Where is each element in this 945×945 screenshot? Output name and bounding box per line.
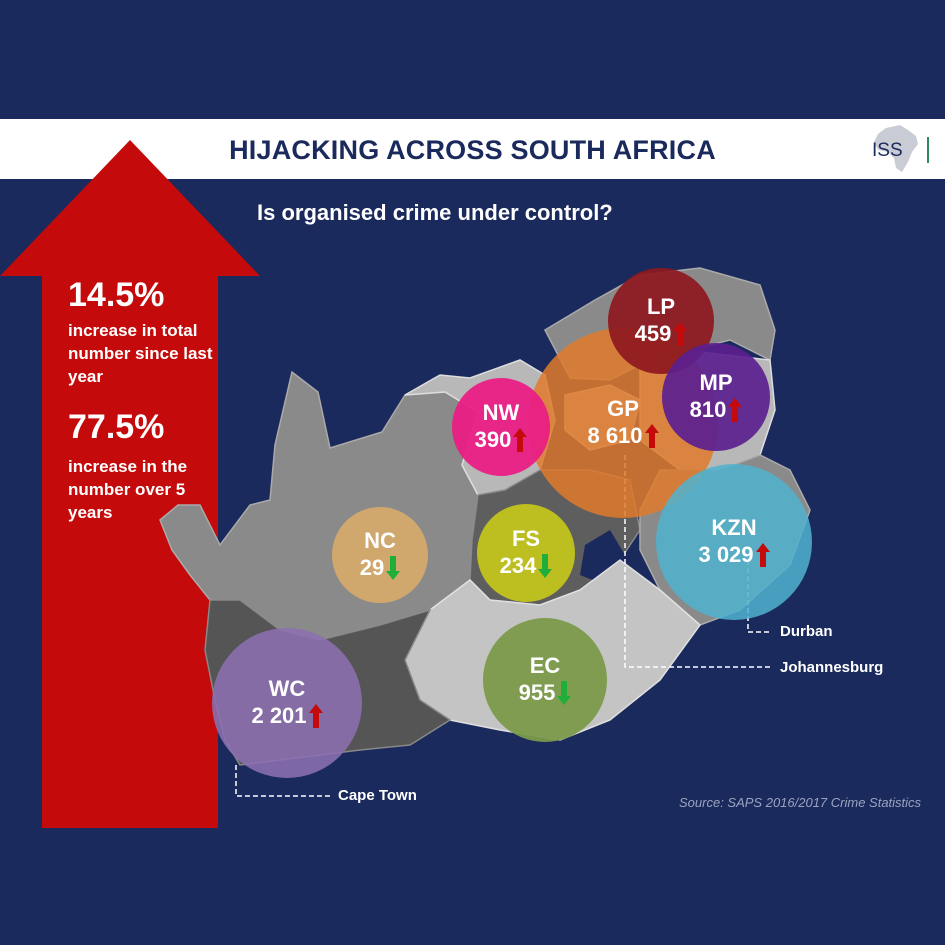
nw-value: 390 [474, 427, 512, 452]
fs-value: 234 [499, 553, 537, 578]
logo-text: ISS [872, 140, 903, 161]
arrow-down-icon [557, 681, 572, 705]
bubble-wc: WC 2 201 [212, 628, 362, 778]
bubble-nc: NC 29 [332, 507, 428, 603]
johannesburg-leader [624, 455, 770, 668]
stat-value-year: 14.5% [68, 276, 165, 314]
bubble-fs: FS 234 [477, 504, 575, 602]
ec-code: EC [529, 653, 561, 678]
nw-code: NW [482, 400, 520, 425]
arrow-down-icon [386, 556, 401, 580]
nc-code: NC [364, 528, 396, 553]
province-nc [159, 370, 479, 641]
arrow-up-icon [513, 428, 528, 452]
arrow-shape [0, 140, 260, 828]
stat-desc-year: increase in total number since last year [68, 321, 213, 386]
source-note: Source: SAPS 2016/2017 Crime Statistics [679, 795, 922, 810]
fs-code: FS [511, 526, 541, 551]
city-johannesburg: Johannesburg [780, 659, 884, 676]
page-title: HIJACKING ACROSS SOUTH AFRICA [229, 135, 716, 165]
arrow-up-icon [673, 322, 688, 346]
lp-value: 459 [634, 321, 672, 346]
increase-arrow [0, 140, 260, 828]
bubble-kzn: KZN 3 029 [656, 464, 812, 620]
arrow-up-icon [728, 398, 743, 422]
arrow-down-icon [538, 554, 553, 578]
lp-code: LP [646, 294, 676, 319]
city-durban: Durban [780, 623, 833, 640]
stat-value-5yr: 77.5% [68, 408, 165, 446]
nc-value: 29 [359, 555, 385, 580]
gp-code: GP [607, 396, 639, 421]
city-cape-town: Cape Town [338, 787, 417, 804]
arrow-up-icon [755, 543, 770, 567]
bubble-nw: NW 390 [452, 378, 550, 476]
kzn-value: 3 029 [698, 542, 754, 567]
wc-code: WC [268, 676, 306, 701]
wc-value: 2 201 [251, 703, 307, 728]
arrow-up-icon [308, 704, 323, 728]
logo-bar [927, 137, 929, 163]
arrow-up-icon [644, 424, 659, 448]
gp-value: 8 610 [587, 423, 643, 448]
africa-logo-shape [874, 125, 918, 172]
cape-town-leader [235, 765, 330, 797]
mp-value: 810 [689, 397, 727, 422]
iss-logo [874, 125, 918, 172]
stat-desc-5yr: increase in the number over 5 years [68, 457, 188, 522]
subtitle: Is organised crime under control? [257, 200, 613, 225]
kzn-code: KZN [711, 515, 757, 540]
bubble-ec: EC 955 [483, 618, 607, 742]
mp-code: MP [699, 370, 733, 395]
bubble-mp: MP 810 [662, 343, 770, 451]
ec-value: 955 [518, 680, 556, 705]
